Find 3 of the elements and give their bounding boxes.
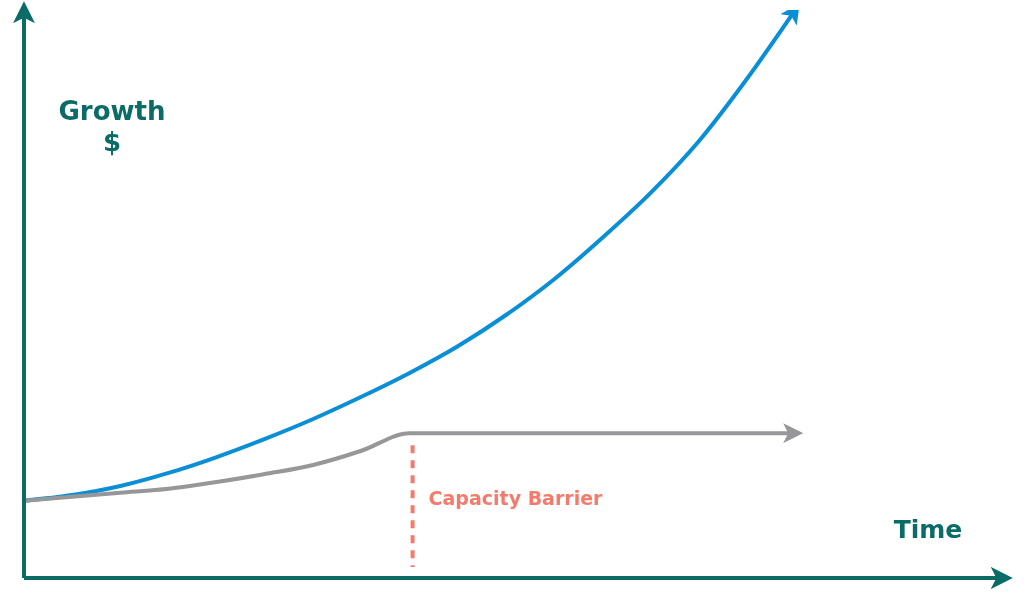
x-axis-title: Time — [892, 515, 964, 545]
annotation: Capacity Barrier — [428, 487, 604, 510]
y-axis-title: Growth $ — [57, 96, 167, 158]
